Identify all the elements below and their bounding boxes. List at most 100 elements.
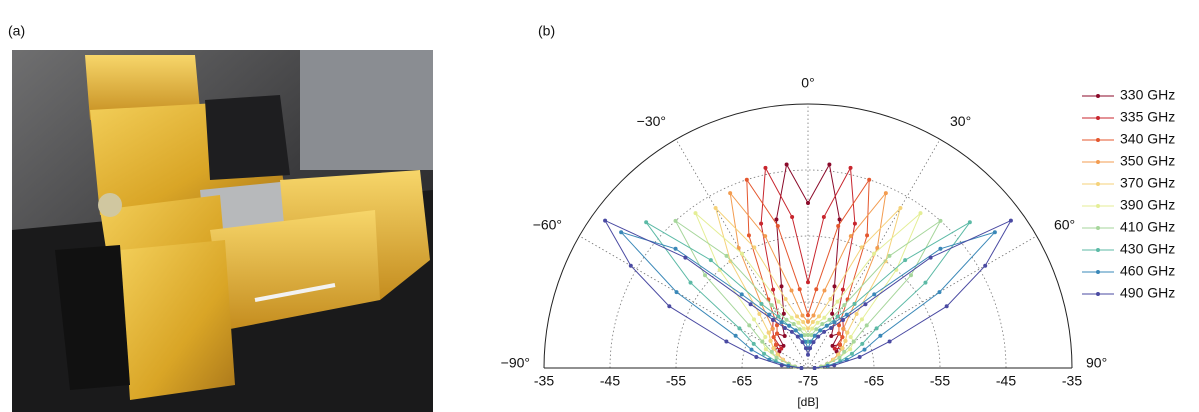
r-tick-label: -45 — [600, 373, 620, 389]
r-tick-label: -55 — [930, 373, 950, 389]
data-point — [865, 233, 869, 237]
legend-label: 460 GHz — [1120, 263, 1175, 279]
data-point — [841, 318, 845, 322]
data-point — [763, 335, 767, 339]
legend-label: 410 GHz — [1120, 219, 1175, 235]
data-point — [853, 222, 857, 226]
data-point — [852, 340, 856, 344]
data-point — [603, 219, 607, 223]
data-point — [772, 335, 776, 339]
data-point — [843, 339, 847, 343]
data-point — [829, 326, 833, 330]
data-point — [796, 335, 800, 339]
data-point — [860, 342, 864, 346]
data-point — [674, 219, 678, 223]
photo-block — [120, 240, 235, 400]
data-point — [747, 233, 751, 237]
data-point — [785, 318, 789, 322]
data-point — [785, 163, 789, 167]
data-point — [888, 339, 892, 343]
data-point — [842, 303, 846, 307]
data-point — [840, 346, 844, 350]
data-point — [828, 297, 832, 301]
legend-marker — [1096, 204, 1100, 208]
data-point — [806, 201, 810, 205]
data-point — [1009, 219, 1013, 223]
data-point — [822, 330, 826, 334]
data-point — [825, 324, 829, 328]
data-point — [849, 234, 853, 238]
r-tick-label: -35 — [534, 373, 554, 389]
data-point — [783, 334, 787, 338]
data-point — [728, 191, 732, 195]
data-point — [795, 314, 799, 318]
data-point — [667, 304, 671, 308]
photo-equipment — [300, 50, 433, 170]
data-point — [776, 315, 780, 319]
figure: (a) (b) [dB] -75-65-65-55-55-45-45-35-35… — [0, 0, 1199, 412]
data-point — [860, 317, 864, 321]
data-point — [836, 300, 840, 304]
panel-label: (b) — [538, 23, 555, 39]
data-point — [806, 326, 810, 330]
data-point — [813, 366, 817, 370]
data-point — [689, 281, 693, 285]
data-point — [845, 331, 849, 335]
data-point — [675, 290, 679, 294]
legend-marker — [1096, 160, 1100, 164]
data-point — [780, 320, 784, 324]
legend-label: 330 GHz — [1120, 87, 1175, 103]
data-point — [783, 326, 787, 330]
data-point — [817, 314, 821, 318]
data-point — [875, 326, 879, 330]
data-point — [993, 230, 997, 234]
data-point — [752, 342, 756, 346]
legend-label: 335 GHz — [1120, 109, 1175, 125]
data-point — [763, 166, 767, 170]
data-point — [629, 264, 633, 268]
legend-label: 340 GHz — [1120, 131, 1175, 147]
data-point — [804, 346, 808, 350]
data-point — [872, 292, 876, 296]
r-tick-label: -75 — [798, 373, 818, 389]
polar-plot: -75-65-65-55-55-45-45-35-35−90°−60°−30°0… — [501, 75, 1176, 389]
legend-label: 370 GHz — [1120, 175, 1175, 191]
legend-marker — [1096, 248, 1100, 252]
data-point — [745, 178, 749, 182]
photo-heatsink — [205, 95, 290, 180]
data-point — [822, 289, 826, 293]
data-point — [749, 302, 753, 306]
data-point — [929, 256, 933, 260]
data-point — [780, 363, 784, 367]
data-point — [809, 333, 813, 337]
data-point — [858, 355, 862, 359]
data-point — [799, 334, 803, 338]
data-point — [747, 323, 751, 327]
data-point — [779, 284, 783, 288]
data-point — [803, 333, 807, 337]
data-point — [832, 320, 836, 324]
data-point — [837, 332, 841, 336]
data-point — [737, 326, 741, 330]
data-point — [775, 356, 779, 360]
data-point — [829, 334, 833, 338]
axis-label: [dB] — [797, 395, 818, 409]
data-point — [790, 215, 794, 219]
data-point — [725, 254, 729, 258]
data-point — [801, 340, 805, 344]
photo — [12, 50, 433, 412]
data-point — [919, 211, 923, 215]
data-point — [771, 318, 775, 322]
data-point — [887, 254, 891, 258]
data-point — [840, 335, 844, 339]
data-point — [674, 247, 678, 251]
data-point — [850, 352, 854, 356]
data-point — [838, 218, 842, 222]
legend-marker — [1096, 270, 1100, 274]
data-point — [923, 281, 927, 285]
data-point — [800, 313, 804, 317]
data-point — [860, 245, 864, 249]
data-point — [814, 327, 818, 331]
data-point — [762, 352, 766, 356]
theta-tick-label: −60° — [533, 217, 562, 233]
